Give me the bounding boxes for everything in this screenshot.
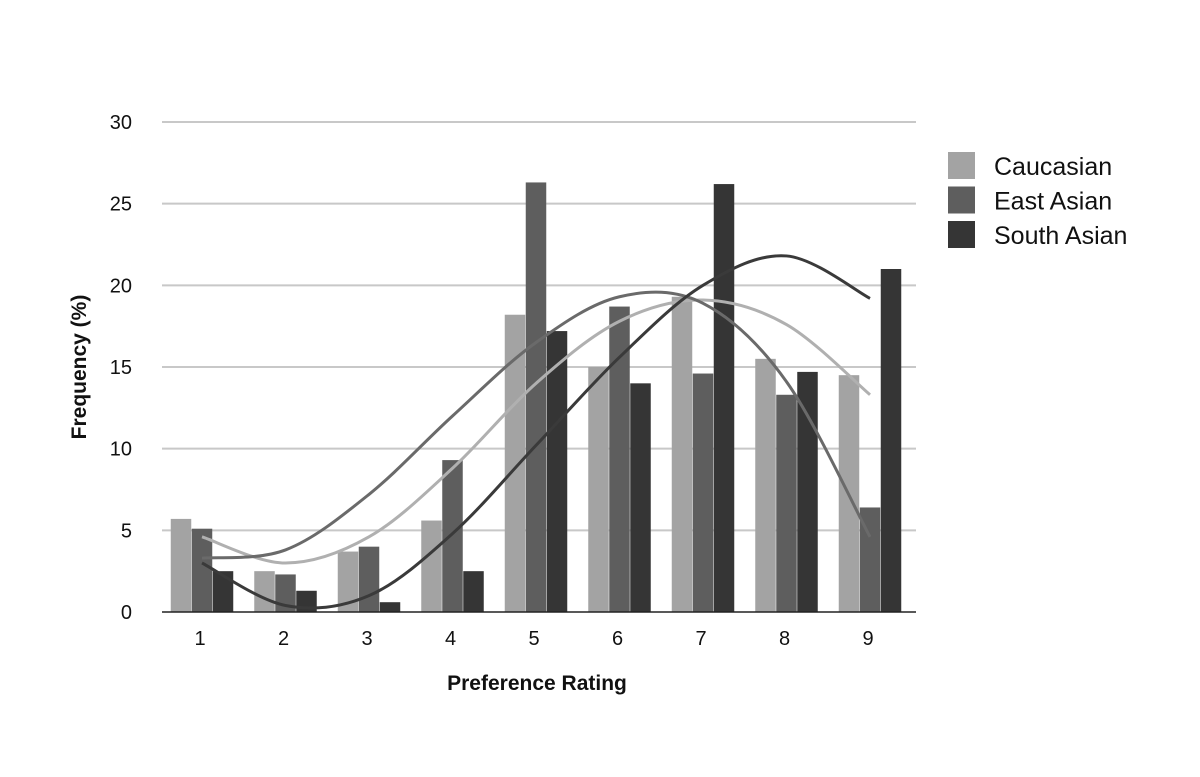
bar-caucasian-2	[254, 571, 275, 612]
x-tick-label: 1	[194, 628, 205, 650]
legend: Caucasian East Asian South Asian	[948, 152, 1127, 250]
x-tick-label: 4	[445, 628, 456, 650]
bar-caucasian-3	[337, 551, 359, 612]
x-tick-label: 9	[862, 628, 873, 650]
y-tick-label: 15	[110, 357, 132, 379]
y-tick-label: 0	[121, 602, 132, 624]
x-tick-label: 3	[361, 628, 372, 650]
bar-east-asian-2	[275, 574, 296, 612]
bar-caucasian-6	[588, 367, 609, 612]
bar-caucasian-7	[671, 296, 693, 612]
bar-south-asian-8	[797, 371, 818, 612]
bar-caucasian-8	[755, 358, 776, 612]
bar-east-asian-7	[692, 373, 714, 612]
legend-swatch-east-asian	[948, 186, 975, 214]
legend-label: South Asian	[994, 222, 1127, 250]
bar-east-asian-3	[358, 546, 380, 612]
trendline-caucasian	[201, 298, 871, 565]
bar-south-asian-3	[379, 602, 401, 612]
legend-label: Caucasian	[994, 153, 1112, 181]
trendline-south-asian	[201, 254, 871, 610]
y-tick-label: 25	[110, 194, 132, 216]
bar-south-asian-7	[713, 184, 735, 613]
legend-swatch-caucasian	[948, 152, 975, 179]
x-axis-title: Preference Rating	[447, 672, 627, 695]
trendline-east-asian	[201, 290, 872, 560]
x-tick-label: 6	[612, 628, 623, 650]
x-tick-label: 7	[695, 628, 706, 650]
y-tick-label: 10	[110, 439, 132, 461]
x-tick-label: 8	[779, 628, 790, 650]
y-tick-label: 5	[121, 520, 132, 542]
y-axis-title: Frequency (%)	[68, 295, 91, 440]
bar-east-asian-8	[776, 394, 797, 612]
legend-swatch-south-asian	[948, 221, 975, 248]
bar-south-asian-4	[463, 571, 484, 612]
bar-caucasian-5	[504, 314, 526, 612]
bar-south-asian-6	[630, 383, 651, 612]
x-tick-label: 5	[528, 628, 539, 650]
bar-east-asian-4	[442, 460, 463, 612]
y-tick-labels: 0 5 10 15 20 25 30	[110, 112, 132, 624]
bar-caucasian-4	[421, 520, 442, 612]
bar-south-asian-1	[212, 571, 234, 612]
y-tick-label: 20	[110, 275, 132, 297]
trendlines	[201, 254, 872, 610]
y-tick-label: 30	[110, 112, 132, 134]
bar-east-asian-5	[525, 182, 547, 612]
bar-south-asian-9	[880, 269, 902, 612]
x-tick-labels: 1 2 3 4 5 6 7 8 9	[194, 628, 873, 650]
bar-south-asian-5	[546, 331, 568, 612]
bar-east-asian-6	[609, 306, 630, 612]
bar-caucasian-1	[170, 518, 192, 612]
bar-east-asian-9	[859, 507, 881, 612]
x-tick-label: 2	[278, 628, 289, 650]
legend-label: East Asian	[994, 188, 1112, 216]
bars	[170, 182, 902, 613]
bar-east-asian-1	[191, 528, 213, 612]
